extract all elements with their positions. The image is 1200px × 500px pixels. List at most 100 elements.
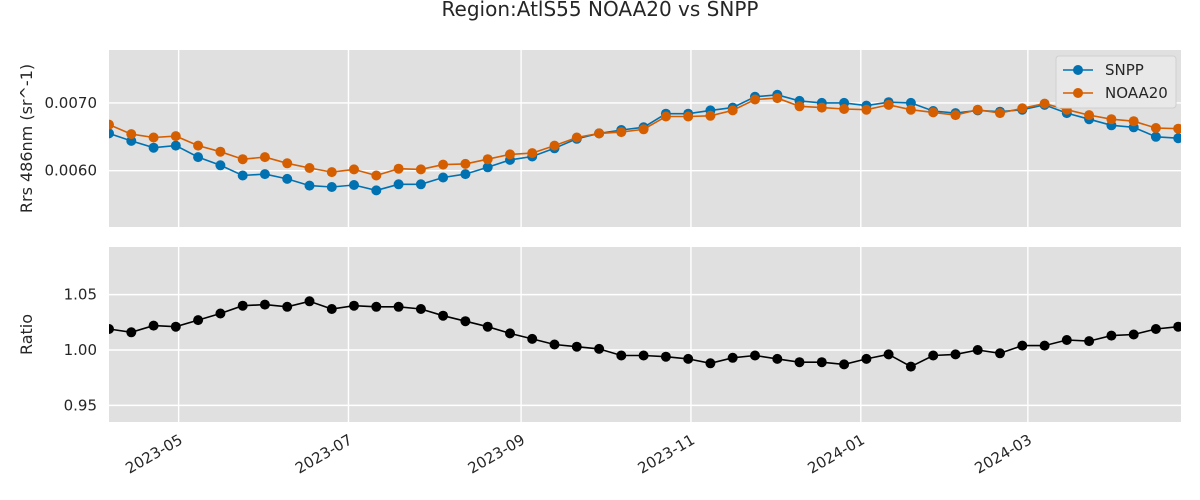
data-point	[638, 124, 649, 135]
data-point	[1173, 321, 1181, 332]
data-point	[1150, 123, 1161, 133]
data-point	[1084, 336, 1095, 347]
data-point	[148, 320, 159, 331]
data-point	[438, 159, 449, 170]
data-point	[616, 350, 627, 361]
data-point	[170, 140, 181, 151]
data-point	[727, 105, 738, 116]
data-point	[1061, 335, 1072, 345]
data-point	[727, 352, 738, 363]
data-point	[304, 163, 315, 173]
data-point	[1084, 110, 1095, 121]
data-point	[282, 173, 293, 184]
data-point	[393, 179, 404, 190]
data-point	[1106, 114, 1117, 125]
data-point	[126, 129, 137, 140]
data-point	[638, 350, 649, 361]
data-point	[505, 149, 515, 160]
series-noaa20	[109, 93, 1181, 181]
data-point	[549, 140, 560, 151]
data-point	[527, 333, 538, 344]
data-point	[237, 300, 248, 311]
data-point	[282, 301, 293, 312]
data-point	[705, 110, 716, 121]
data-point	[215, 308, 226, 319]
data-point	[326, 182, 337, 192]
data-point	[928, 107, 939, 118]
data-point	[326, 167, 337, 178]
x-tick-label: 2023-07	[292, 431, 355, 478]
y-axis-label: Rrs 486nm (sr^-1)	[17, 64, 36, 213]
data-point	[883, 99, 894, 110]
data-point	[995, 108, 1005, 119]
x-tick-label: 2024-01	[805, 431, 868, 478]
data-point	[237, 154, 248, 165]
data-point	[616, 127, 627, 138]
data-point	[237, 170, 248, 181]
data-point	[571, 341, 582, 352]
data-point	[861, 104, 872, 115]
data-point	[905, 361, 916, 372]
data-point	[1128, 329, 1139, 340]
data-point	[995, 348, 1005, 359]
data-point	[683, 353, 694, 364]
data-point	[816, 357, 827, 368]
data-point	[861, 353, 872, 364]
x-tick-label: 2023-09	[465, 431, 528, 478]
data-point	[282, 158, 293, 169]
legend-label: SNPP	[1105, 61, 1144, 79]
data-point	[326, 304, 337, 314]
data-point	[126, 327, 137, 338]
data-point	[750, 350, 760, 361]
y-tick-label: 1.00	[64, 341, 97, 359]
data-point	[109, 324, 114, 334]
legend-marker	[1073, 65, 1083, 75]
data-point	[148, 142, 159, 153]
data-point	[415, 164, 426, 175]
data-point	[482, 154, 493, 165]
data-point	[1039, 98, 1050, 109]
x-axis: 2023-05 2023-07 2023-09 2023-11 2024-01 2024-…	[122, 431, 1035, 478]
chart-title: Region:AtlS55 NOAA20 vs SNPP	[442, 0, 759, 21]
y-tick-label: 1.05	[64, 286, 97, 304]
legend: SNPP NOAA20	[1055, 55, 1177, 109]
data-point	[660, 111, 671, 122]
data-point	[683, 111, 694, 122]
data-point	[505, 328, 515, 339]
data-point	[460, 169, 471, 180]
data-point	[1150, 324, 1161, 334]
data-point	[772, 93, 783, 104]
data-point	[215, 146, 226, 157]
legend-marker	[1073, 88, 1083, 98]
data-point	[460, 158, 471, 169]
data-point	[109, 128, 114, 139]
data-point	[349, 180, 359, 190]
data-point	[1173, 133, 1181, 144]
data-point	[438, 310, 449, 321]
y-tick-label: 0.0070	[45, 94, 98, 112]
data-point	[972, 104, 983, 115]
data-point	[193, 152, 204, 163]
data-point	[594, 343, 605, 354]
data-point	[304, 296, 315, 307]
legend-box	[1055, 55, 1177, 109]
plot-background	[109, 50, 1181, 227]
data-point	[259, 152, 270, 163]
data-point	[393, 301, 404, 312]
data-point	[594, 128, 605, 139]
data-point	[371, 185, 382, 196]
data-point	[349, 164, 359, 175]
series-ratio	[109, 296, 1181, 372]
data-point	[772, 353, 783, 364]
data-point	[905, 104, 916, 115]
data-point	[482, 321, 493, 332]
data-point	[571, 132, 582, 143]
x-tick-label: 2023-11	[635, 431, 698, 478]
data-point	[109, 119, 114, 130]
ratio-panel: 0.95 1.00 1.05 Ratio	[17, 247, 1181, 422]
data-point	[839, 104, 850, 114]
data-point	[794, 101, 805, 112]
data-point	[750, 94, 760, 105]
data-point	[972, 345, 983, 355]
